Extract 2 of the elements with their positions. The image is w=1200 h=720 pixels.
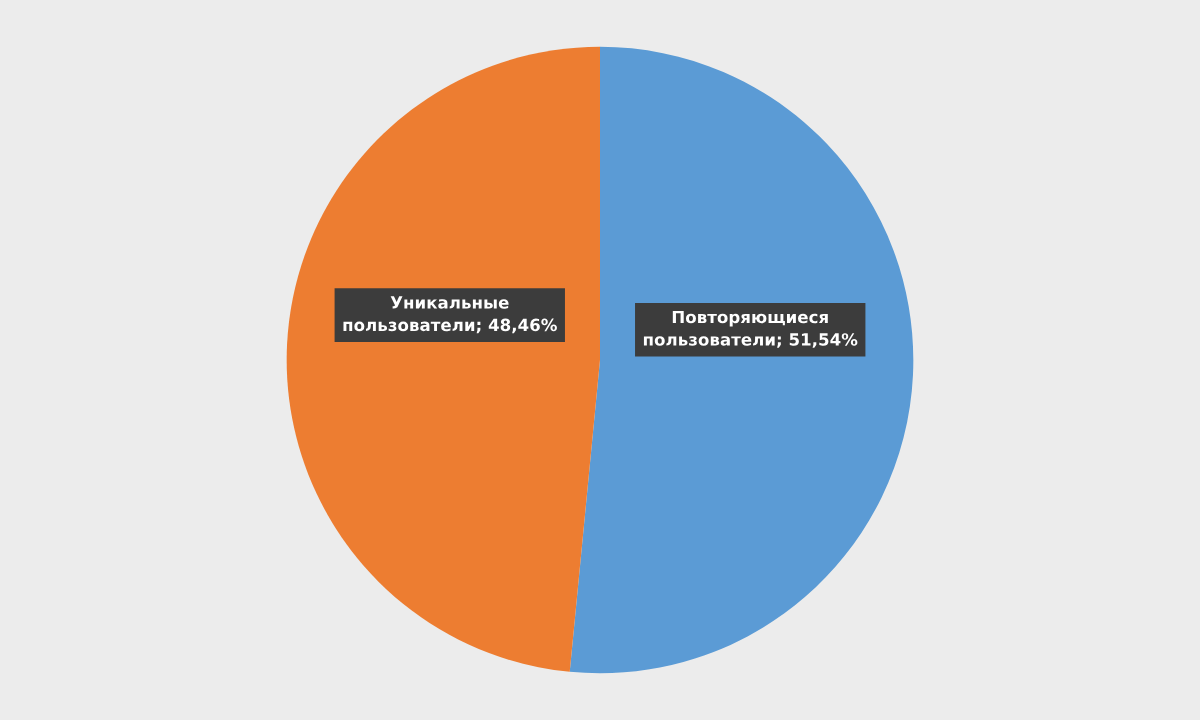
slice-label: Уникальные пользователи; 48,46% bbox=[343, 296, 557, 334]
slice-label: Повторяющиеся пользователи; 51,54% bbox=[643, 310, 858, 348]
